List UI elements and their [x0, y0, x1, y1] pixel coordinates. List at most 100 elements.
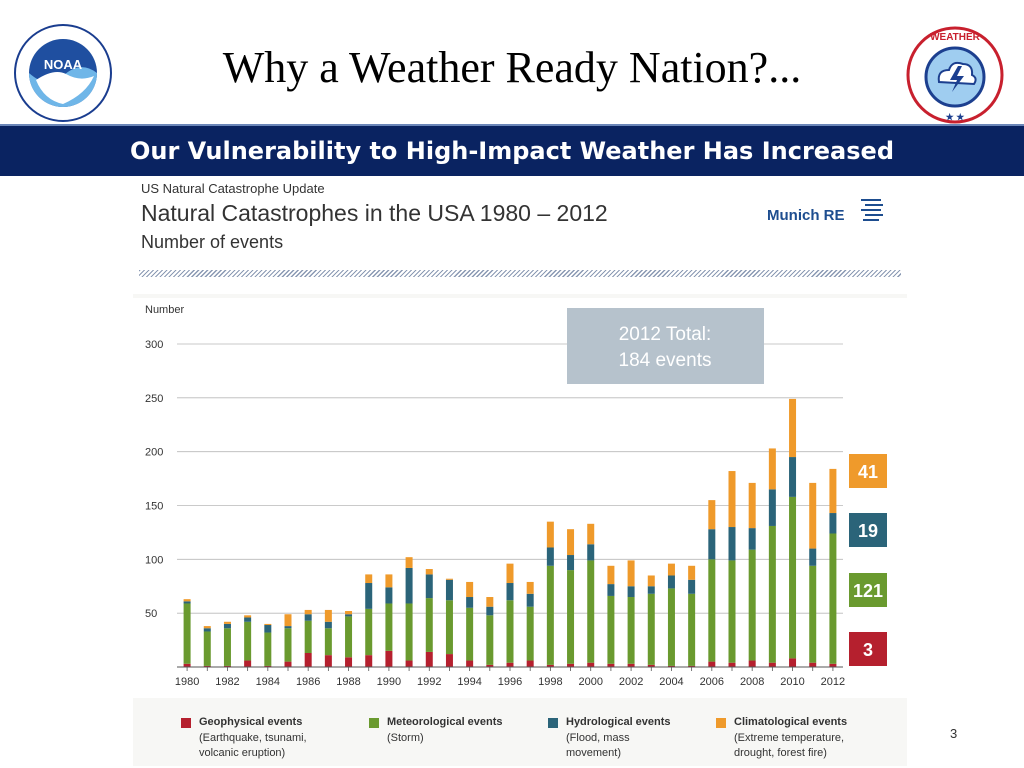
bar-meteorological-1984: [264, 632, 272, 666]
bar-meteorological-2005: [688, 593, 696, 666]
bar-climatological-2005: [688, 565, 696, 580]
bar-geophysical-1981: [203, 665, 211, 667]
x-tick-label: 1996: [498, 676, 522, 688]
bar-geophysical-1980: [183, 663, 191, 667]
bar-hydrological-2008: [748, 528, 756, 550]
bar-geophysical-2010: [789, 658, 797, 667]
bar-hydrological-1995: [486, 606, 494, 616]
bar-meteorological-1981: [203, 631, 211, 666]
bar-meteorological-2010: [789, 496, 797, 659]
x-tick-label: 1982: [215, 676, 239, 688]
bar-climatological-2010: [789, 398, 797, 458]
bar-geophysical-1982: [223, 665, 231, 667]
bar-climatological-1992: [425, 569, 433, 575]
bar-geophysical-1989: [365, 655, 373, 667]
bar-hydrological-1998: [546, 547, 554, 566]
total-annotation: 2012 Total: 184 events: [567, 308, 764, 384]
x-tick-label: 1998: [538, 676, 562, 688]
side-label-hydrological: 19: [858, 521, 878, 541]
bar-climatological-2004: [667, 563, 675, 576]
bar-climatological-1985: [284, 614, 292, 627]
bar-hydrological-1983: [244, 617, 252, 622]
x-tick-label: 2002: [619, 676, 643, 688]
bar-hydrological-1996: [506, 583, 514, 601]
bar-meteorological-2001: [607, 595, 615, 664]
nws-logo: WEATHER ★ ★: [906, 26, 1004, 124]
bar-hydrological-2001: [607, 584, 615, 596]
x-tick-label: 1986: [296, 676, 320, 688]
bar-hydrological-1987: [324, 621, 332, 629]
munich-re-logo-text: Munich RE: [767, 207, 845, 224]
x-tick-label: 1988: [336, 676, 360, 688]
bar-meteorological-2007: [728, 560, 736, 663]
x-tick-label: 1990: [377, 676, 401, 688]
legend-swatch: [716, 718, 726, 728]
bar-geophysical-1992: [425, 651, 433, 667]
bar-geophysical-2011: [809, 662, 817, 667]
bar-hydrological-1991: [405, 567, 413, 604]
chart-title: Natural Catastrophes in the USA 1980 – 2…: [141, 200, 608, 226]
y-tick-label: 300: [145, 339, 163, 351]
bar-climatological-1982: [223, 621, 231, 624]
bar-hydrological-1994: [466, 597, 474, 608]
bar-geophysical-2001: [607, 663, 615, 667]
bar-meteorological-2000: [587, 560, 595, 663]
bar-hydrological-2003: [647, 586, 655, 594]
bar-climatological-2008: [748, 482, 756, 529]
bar-geophysical-2003: [647, 664, 655, 667]
legend-description: (Flood, mass movement): [566, 732, 630, 759]
legend-label: Climatological events: [734, 716, 848, 728]
legend-swatch: [548, 718, 558, 728]
bar-hydrological-2002: [627, 586, 635, 598]
legend-swatch: [369, 718, 379, 728]
bar-hydrological-1985: [284, 626, 292, 629]
bar-climatological-2001: [607, 565, 615, 585]
bar-hydrological-1997: [526, 593, 534, 607]
bar-hydrological-1999: [567, 555, 575, 571]
bar-geophysical-2009: [768, 662, 776, 667]
bar-geophysical-2002: [627, 663, 635, 667]
x-tick-label: 2004: [659, 676, 683, 688]
bar-geophysical-2006: [708, 661, 716, 667]
bar-hydrological-1980: [183, 601, 191, 604]
side-labels: 41 19 121 3: [849, 454, 887, 666]
bar-geophysical-2007: [728, 662, 736, 667]
bar-hydrological-1984: [264, 625, 272, 633]
bar-meteorological-1986: [304, 620, 312, 654]
bar-climatological-1980: [183, 599, 191, 602]
bar-hydrological-2005: [688, 579, 696, 594]
bar-meteorological-1993: [445, 600, 453, 655]
bar-climatological-2006: [708, 500, 716, 530]
bar-geophysical-1995: [486, 664, 494, 667]
x-tick-label: 2008: [740, 676, 764, 688]
legend-swatch: [181, 718, 191, 728]
bar-climatological-1993: [445, 578, 453, 580]
bar-climatological-1994: [466, 581, 474, 598]
figure-header: US Natural Catastrophe Update Natural Ca…: [133, 176, 907, 294]
bar-geophysical-1998: [546, 664, 554, 667]
legend-description: (Storm): [387, 732, 424, 744]
bar-meteorological-1982: [223, 628, 231, 666]
bar-geophysical-1990: [385, 650, 393, 667]
legend-description: (Extreme temperature, drought, forest fir…: [734, 732, 845, 759]
bar-climatological-1998: [546, 521, 554, 548]
bar-climatological-2000: [587, 523, 595, 545]
bar-climatological-1986: [304, 609, 312, 615]
x-tick-label: 1994: [457, 676, 481, 688]
bar-geophysical-2000: [587, 662, 595, 667]
bar-meteorological-2008: [748, 549, 756, 661]
svg-text:NOAA: NOAA: [44, 57, 83, 72]
bar-climatological-1999: [567, 529, 575, 556]
bar-climatological-1983: [244, 615, 252, 618]
bar-geophysical-1987: [324, 655, 332, 667]
bar-meteorological-2012: [829, 533, 837, 664]
bar-climatological-2009: [768, 448, 776, 490]
bar-hydrological-2006: [708, 529, 716, 560]
bar-geophysical-1991: [405, 660, 413, 667]
x-tick-label: 1984: [256, 676, 280, 688]
bar-geophysical-1997: [526, 660, 534, 667]
bar-meteorological-1996: [506, 600, 514, 663]
bar-climatological-2011: [809, 482, 817, 549]
legend-description: (Earthquake, tsunami, volcanic eruption): [199, 732, 307, 759]
bar-hydrological-1993: [445, 579, 453, 601]
